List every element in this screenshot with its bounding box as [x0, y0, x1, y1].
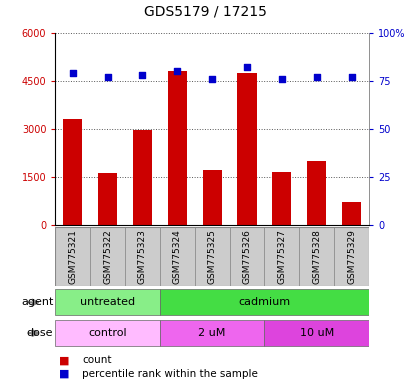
Point [348, 74, 354, 80]
Point [104, 74, 110, 80]
Text: count: count [82, 355, 111, 365]
Bar [299, 227, 333, 286]
Text: control: control [88, 328, 127, 338]
Point [174, 68, 180, 74]
Text: untreated: untreated [80, 297, 135, 308]
Text: 10 uM: 10 uM [299, 328, 333, 338]
Bar [98, 174, 117, 225]
Text: 2 uM: 2 uM [198, 328, 225, 338]
Bar [160, 290, 368, 315]
Bar [90, 227, 125, 286]
Point [139, 72, 146, 78]
Bar [272, 172, 291, 225]
Text: GSM775324: GSM775324 [173, 229, 181, 284]
Text: GSM775328: GSM775328 [312, 229, 320, 284]
Bar [63, 119, 82, 225]
Bar [264, 227, 299, 286]
Bar [264, 320, 368, 346]
Bar [237, 73, 256, 225]
Point [208, 76, 215, 82]
Bar [55, 320, 160, 346]
Text: dose: dose [27, 328, 53, 338]
Bar [167, 71, 187, 225]
Text: GSM775322: GSM775322 [103, 229, 112, 284]
Text: ■: ■ [59, 369, 70, 379]
Point [70, 70, 76, 76]
Text: agent: agent [21, 297, 53, 308]
Text: cadmium: cadmium [238, 297, 290, 308]
Bar [55, 290, 160, 315]
Bar [333, 227, 368, 286]
Text: GSM775325: GSM775325 [207, 229, 216, 284]
Text: percentile rank within the sample: percentile rank within the sample [82, 369, 257, 379]
Bar [133, 130, 152, 225]
Point [313, 74, 319, 80]
Bar [306, 161, 326, 225]
Text: GSM775326: GSM775326 [242, 229, 251, 284]
Bar [160, 227, 194, 286]
Bar [125, 227, 160, 286]
Bar [202, 170, 221, 225]
Text: GDS5179 / 17215: GDS5179 / 17215 [143, 5, 266, 18]
Text: GSM775321: GSM775321 [68, 229, 77, 284]
Text: GSM775329: GSM775329 [346, 229, 355, 284]
Bar [229, 227, 264, 286]
Bar [194, 227, 229, 286]
Bar [341, 202, 360, 225]
Bar [160, 320, 264, 346]
Bar [55, 227, 90, 286]
Point [243, 64, 249, 70]
Text: GSM775327: GSM775327 [277, 229, 285, 284]
Text: GSM775323: GSM775323 [138, 229, 146, 284]
Point [278, 76, 285, 82]
Text: ■: ■ [59, 355, 70, 365]
